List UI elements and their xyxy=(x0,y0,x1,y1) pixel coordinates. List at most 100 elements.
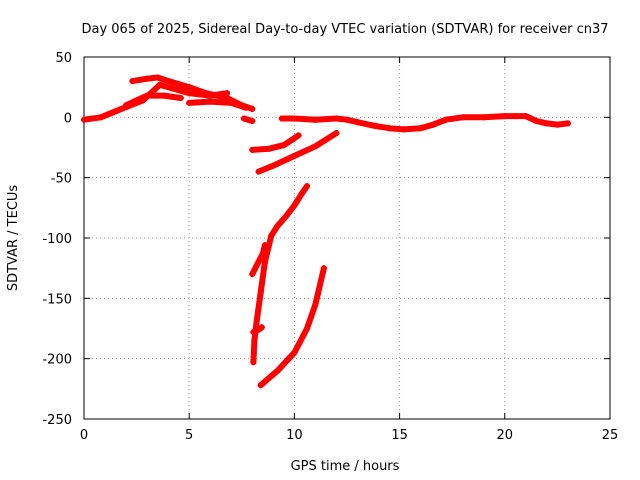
data-point xyxy=(554,121,561,128)
data-point xyxy=(186,84,193,91)
data-point xyxy=(333,115,340,122)
data-point xyxy=(249,271,256,278)
data-point xyxy=(371,122,378,129)
data-point xyxy=(295,132,302,139)
x-axis-label: GPS time / hours xyxy=(291,459,400,474)
data-point xyxy=(249,117,256,124)
data-point xyxy=(278,115,285,122)
data-point xyxy=(312,301,319,308)
series-track-7 xyxy=(249,132,302,153)
x-tick-label: 20 xyxy=(497,428,514,443)
x-tick-label: 5 xyxy=(185,428,193,443)
data-point xyxy=(160,92,167,99)
data-point xyxy=(186,90,193,97)
data-point xyxy=(312,143,319,150)
y-tick-label: -250 xyxy=(42,413,72,428)
data-point xyxy=(274,367,281,374)
data-point xyxy=(320,265,327,272)
data-point xyxy=(253,262,260,269)
data-point xyxy=(266,145,273,152)
data-point xyxy=(344,116,350,123)
data-point xyxy=(512,113,519,120)
data-point xyxy=(333,130,340,137)
data-point xyxy=(228,99,235,106)
data-point xyxy=(81,116,87,123)
data-point xyxy=(255,168,262,175)
data-point xyxy=(257,382,264,389)
series-track-11 xyxy=(249,242,268,278)
y-tick-label: -200 xyxy=(42,353,72,368)
data-point xyxy=(144,92,151,99)
data-point xyxy=(522,113,529,120)
x-tick-label: 10 xyxy=(286,428,303,443)
data-point xyxy=(259,250,266,257)
data-point xyxy=(251,337,258,344)
data-point xyxy=(533,117,540,124)
x-tick-label: 25 xyxy=(602,428,619,443)
data-point xyxy=(354,119,361,126)
y-tick-label: -50 xyxy=(51,172,72,187)
data-point xyxy=(304,183,311,190)
data-point xyxy=(543,120,550,127)
data-point xyxy=(312,116,319,123)
data-point xyxy=(299,189,306,196)
data-point xyxy=(270,162,277,169)
data-point xyxy=(291,349,298,356)
data-point xyxy=(400,126,407,133)
data-point xyxy=(112,108,119,115)
x-tick-label: 0 xyxy=(80,428,88,443)
data-point xyxy=(177,95,184,102)
data-point xyxy=(268,232,275,239)
data-point xyxy=(133,97,140,104)
data-point xyxy=(255,326,262,333)
data-point xyxy=(169,85,176,92)
data-point xyxy=(459,114,466,121)
data-point xyxy=(257,289,264,296)
data-point xyxy=(253,319,260,326)
data-point xyxy=(417,125,424,132)
data-point xyxy=(480,114,487,121)
data-point xyxy=(282,213,289,220)
data-point xyxy=(386,125,393,132)
data-point xyxy=(156,81,163,88)
data-point xyxy=(203,90,210,97)
data-point xyxy=(291,202,298,209)
data-series xyxy=(81,74,571,389)
data-point xyxy=(243,104,250,111)
data-point xyxy=(274,222,281,229)
x-tick-label: 15 xyxy=(391,428,408,443)
data-point xyxy=(430,121,437,128)
data-point xyxy=(250,329,257,336)
data-point xyxy=(291,152,298,159)
data-point xyxy=(442,116,449,123)
data-point xyxy=(564,120,571,127)
series-track-9 xyxy=(257,265,327,389)
series-track-4 xyxy=(186,98,249,111)
data-point xyxy=(207,98,214,105)
data-point xyxy=(249,105,256,112)
data-point xyxy=(304,325,311,332)
data-point xyxy=(97,114,104,121)
data-point xyxy=(250,359,257,366)
data-point xyxy=(249,146,256,153)
data-point xyxy=(291,115,298,122)
y-tick-label: 0 xyxy=(64,111,72,126)
data-point xyxy=(240,115,247,122)
data-point xyxy=(186,99,193,106)
data-point xyxy=(258,324,265,331)
data-point xyxy=(261,242,268,249)
data-point xyxy=(144,75,151,82)
data-point xyxy=(280,142,287,149)
y-tick-label: -100 xyxy=(42,232,72,247)
data-point xyxy=(154,74,161,81)
y-axis-label: SDTVAR / TECUs xyxy=(6,185,21,292)
data-point xyxy=(501,113,508,120)
y-tick-label: -150 xyxy=(42,292,72,307)
chart-title: Day 065 of 2025, Sidereal Day-to-day VTE… xyxy=(81,22,608,37)
y-tick-label: 50 xyxy=(55,51,72,66)
data-point xyxy=(123,102,130,109)
data-point xyxy=(169,79,176,86)
data-point xyxy=(261,259,268,266)
